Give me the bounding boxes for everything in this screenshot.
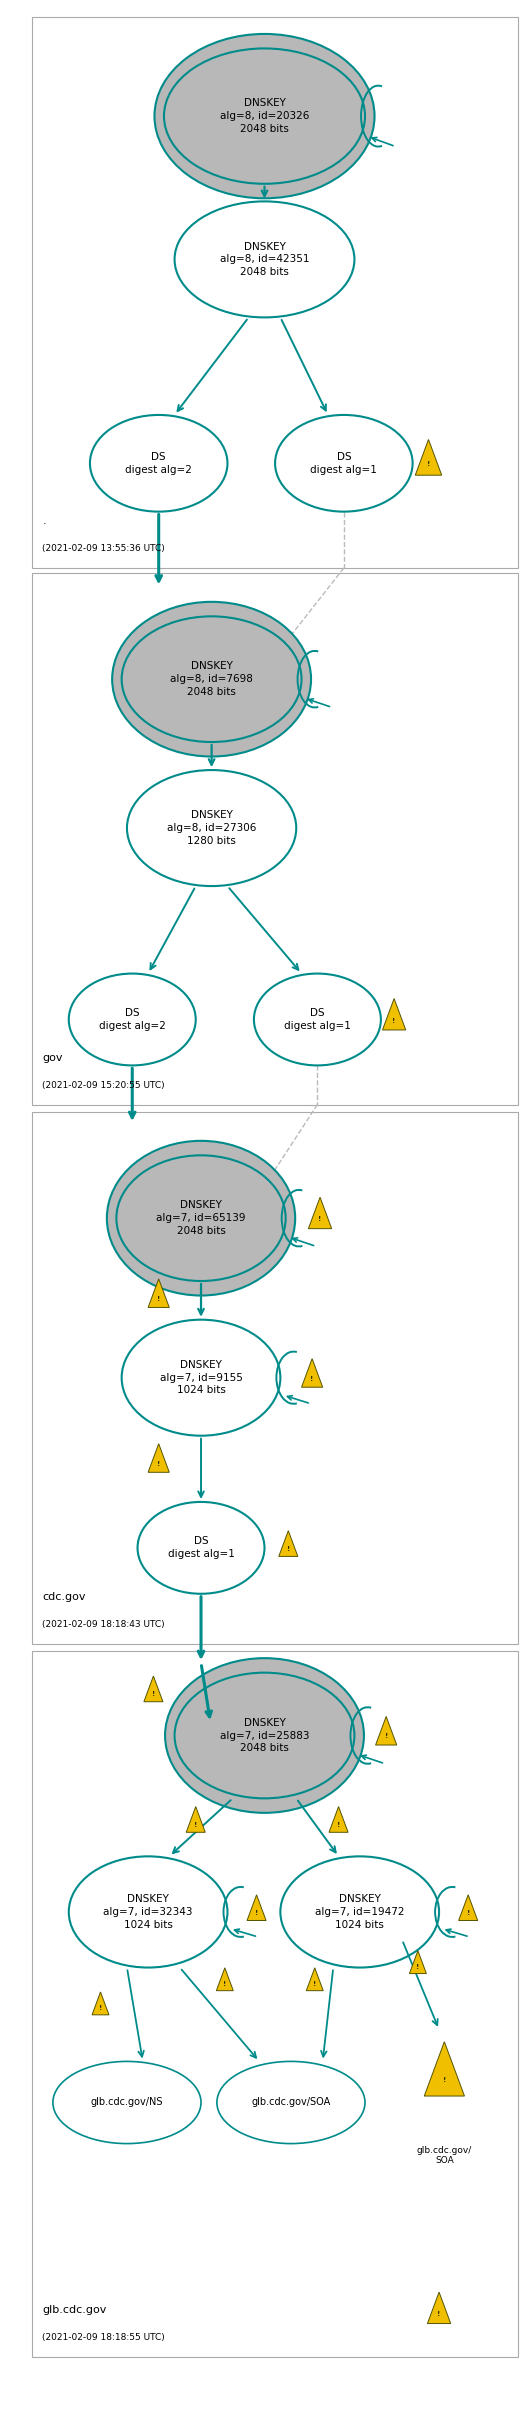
Text: DS
digest alg=2: DS digest alg=2 <box>125 452 192 474</box>
Text: DS
digest alg=1: DS digest alg=1 <box>168 1537 234 1559</box>
Polygon shape <box>302 1358 323 1387</box>
Polygon shape <box>186 1805 205 1832</box>
Polygon shape <box>424 2042 464 2096</box>
Ellipse shape <box>69 974 196 1066</box>
Text: !: ! <box>443 2076 446 2083</box>
Polygon shape <box>329 1805 348 1832</box>
Text: !: ! <box>416 1963 419 1970</box>
Ellipse shape <box>90 416 227 512</box>
Text: !: ! <box>311 1375 314 1383</box>
Text: glb.cdc.gov/
SOA: glb.cdc.gov/ SOA <box>417 2146 472 2166</box>
Text: !: ! <box>287 1547 290 1552</box>
Polygon shape <box>409 1951 426 1975</box>
Ellipse shape <box>280 1856 439 1967</box>
Text: DNSKEY
alg=7, id=32343
1024 bits: DNSKEY alg=7, id=32343 1024 bits <box>103 1895 193 1929</box>
Polygon shape <box>306 1967 323 1992</box>
Ellipse shape <box>69 1856 227 1967</box>
Ellipse shape <box>107 1141 295 1296</box>
Text: DS
digest alg=2: DS digest alg=2 <box>99 1008 166 1032</box>
Text: DNSKEY
alg=7, id=65139
2048 bits: DNSKEY alg=7, id=65139 2048 bits <box>156 1201 246 1235</box>
Polygon shape <box>144 1675 163 1702</box>
Text: DNSKEY
alg=8, id=42351
2048 bits: DNSKEY alg=8, id=42351 2048 bits <box>220 242 309 278</box>
Text: !: ! <box>337 1822 340 1827</box>
Bar <box>32 1651 518 2357</box>
Text: !: ! <box>99 2006 102 2011</box>
Ellipse shape <box>112 602 311 757</box>
Text: DNSKEY
alg=8, id=27306
1280 bits: DNSKEY alg=8, id=27306 1280 bits <box>167 810 256 846</box>
Ellipse shape <box>165 1658 364 1813</box>
Text: !: ! <box>255 1909 258 1917</box>
Text: glb.cdc.gov/NS: glb.cdc.gov/NS <box>90 2098 163 2108</box>
Polygon shape <box>376 1716 397 1745</box>
Ellipse shape <box>116 1155 286 1281</box>
Text: glb.cdc.gov/SOA: glb.cdc.gov/SOA <box>251 2098 331 2108</box>
Polygon shape <box>216 1967 233 1992</box>
Ellipse shape <box>175 201 354 317</box>
Ellipse shape <box>53 2062 201 2144</box>
Polygon shape <box>279 1530 298 1557</box>
Text: !: ! <box>427 462 430 466</box>
Text: !: ! <box>223 1982 226 1987</box>
Text: !: ! <box>385 1733 388 1740</box>
Polygon shape <box>308 1196 332 1228</box>
Ellipse shape <box>217 2062 365 2144</box>
Text: !: ! <box>318 1216 322 1223</box>
Text: (2021-02-09 18:18:55 UTC): (2021-02-09 18:18:55 UTC) <box>42 2332 165 2342</box>
Polygon shape <box>459 1895 478 1922</box>
Text: (2021-02-09 13:55:36 UTC): (2021-02-09 13:55:36 UTC) <box>42 544 165 553</box>
Polygon shape <box>148 1443 169 1472</box>
Bar <box>32 573 518 1105</box>
Text: .: . <box>42 517 46 527</box>
Ellipse shape <box>122 1320 280 1436</box>
Text: !: ! <box>393 1018 396 1022</box>
Polygon shape <box>247 1895 266 1922</box>
Text: !: ! <box>157 1296 160 1303</box>
Ellipse shape <box>254 974 381 1066</box>
Text: DNSKEY
alg=7, id=9155
1024 bits: DNSKEY alg=7, id=9155 1024 bits <box>160 1361 242 1395</box>
Polygon shape <box>92 1992 109 2016</box>
Text: DNSKEY
alg=8, id=7698
2048 bits: DNSKEY alg=8, id=7698 2048 bits <box>170 662 253 696</box>
Text: (2021-02-09 18:18:43 UTC): (2021-02-09 18:18:43 UTC) <box>42 1619 165 1629</box>
Text: !: ! <box>437 2311 441 2318</box>
Text: DNSKEY
alg=7, id=19472
1024 bits: DNSKEY alg=7, id=19472 1024 bits <box>315 1895 405 1929</box>
Text: !: ! <box>313 1982 316 1987</box>
Ellipse shape <box>154 34 375 198</box>
Ellipse shape <box>175 1673 354 1798</box>
Text: DNSKEY
alg=8, id=20326
2048 bits: DNSKEY alg=8, id=20326 2048 bits <box>220 99 309 133</box>
Text: (2021-02-09 15:20:55 UTC): (2021-02-09 15:20:55 UTC) <box>42 1080 165 1090</box>
Text: !: ! <box>467 1909 470 1917</box>
Ellipse shape <box>127 771 296 887</box>
Ellipse shape <box>164 48 365 184</box>
Polygon shape <box>148 1279 169 1308</box>
Bar <box>32 17 518 568</box>
Text: DS
digest alg=1: DS digest alg=1 <box>284 1008 351 1032</box>
Text: DS
digest alg=1: DS digest alg=1 <box>311 452 377 474</box>
Polygon shape <box>427 2291 451 2323</box>
Ellipse shape <box>275 416 413 512</box>
Text: !: ! <box>157 1460 160 1467</box>
Polygon shape <box>382 998 406 1030</box>
Polygon shape <box>415 440 442 476</box>
Ellipse shape <box>138 1501 264 1593</box>
Text: glb.cdc.gov: glb.cdc.gov <box>42 2306 107 2315</box>
Text: gov: gov <box>42 1054 63 1063</box>
Text: !: ! <box>194 1822 197 1827</box>
Text: !: ! <box>152 1692 155 1697</box>
Text: cdc.gov: cdc.gov <box>42 1593 86 1602</box>
Bar <box>32 1112 518 1644</box>
Ellipse shape <box>122 616 302 742</box>
Text: DNSKEY
alg=7, id=25883
2048 bits: DNSKEY alg=7, id=25883 2048 bits <box>220 1718 309 1752</box>
